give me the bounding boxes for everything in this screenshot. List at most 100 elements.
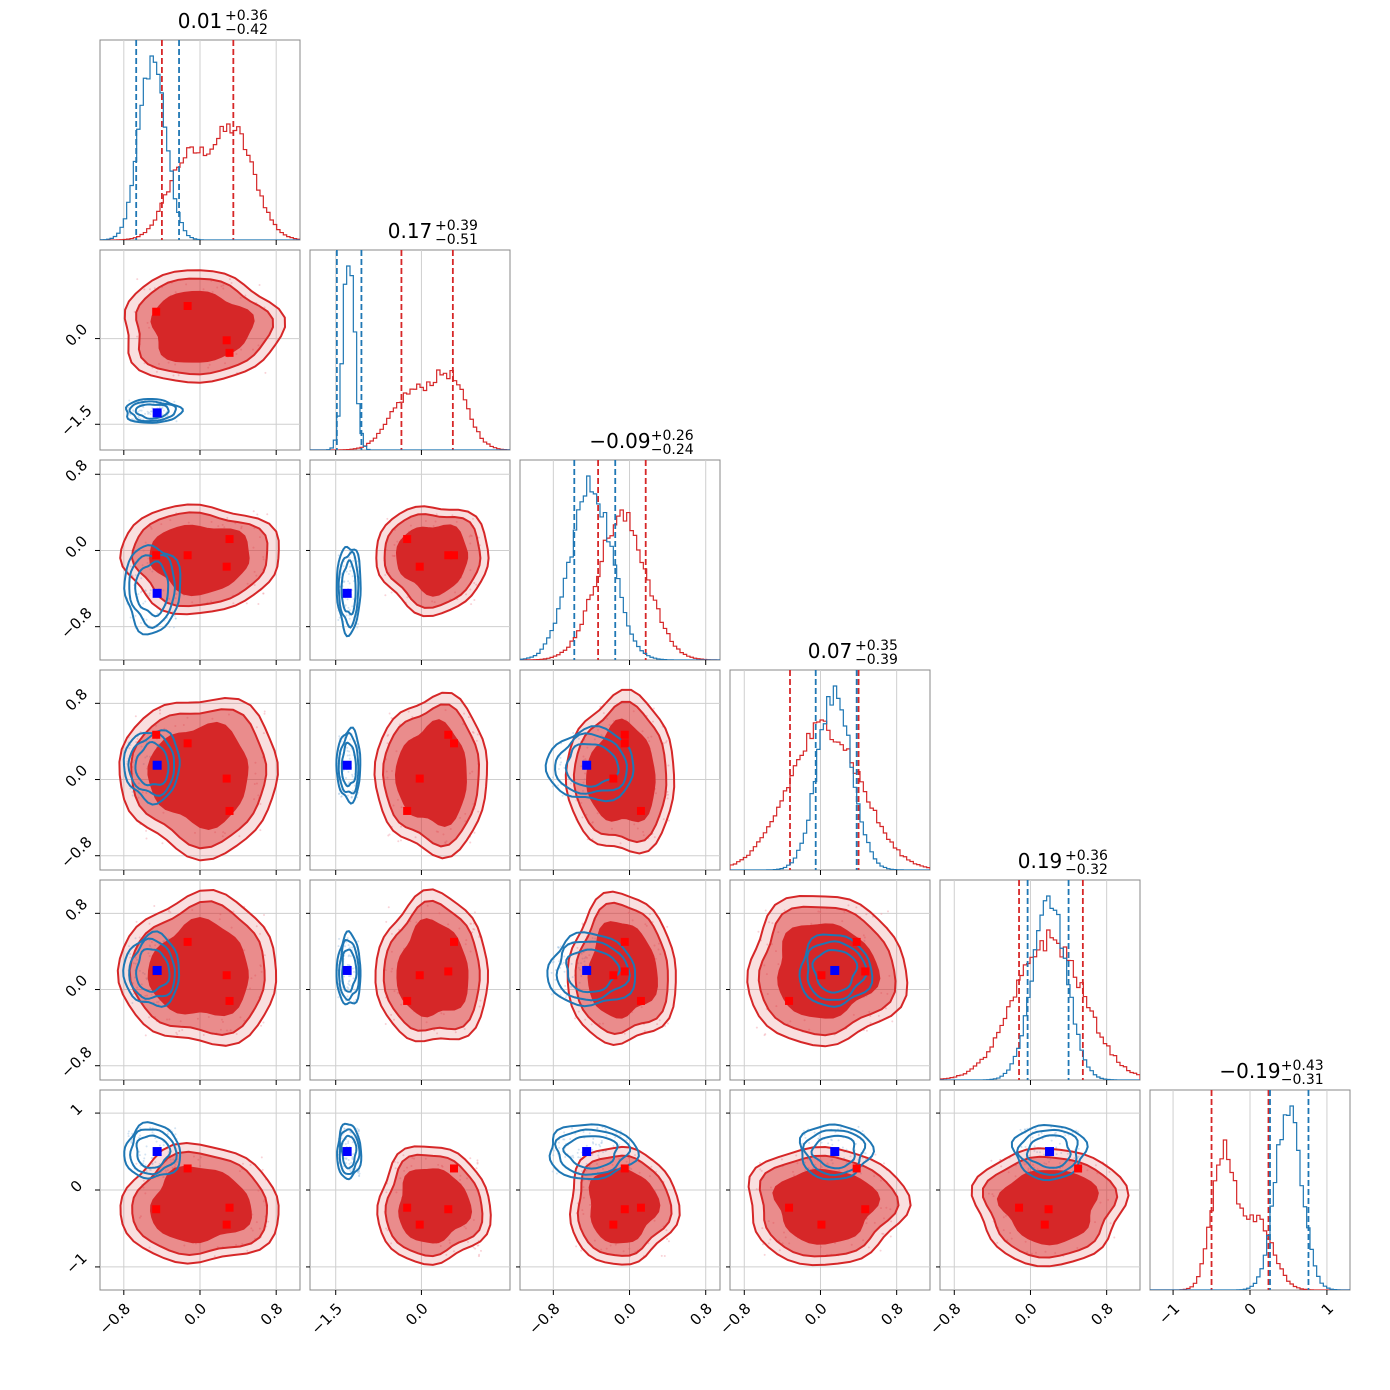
red-sample [610,827,613,830]
blue-sample [605,1134,608,1137]
blue-sample [129,413,132,416]
red-sample [384,573,387,576]
red-sample [464,1227,467,1230]
blue-sample [346,986,349,989]
y-tick-label: −1 [62,1249,90,1277]
red-sample [441,1165,444,1168]
blue-sample [142,602,145,605]
panel-content [548,1123,681,1266]
scatter-panel-3-0: −0.8 0.0 0.8 [57,669,301,875]
panel-content [310,250,510,450]
x-tick-label: −1.5 [307,1300,345,1338]
red-sample [763,964,766,967]
red-sample [228,278,231,281]
red-sample [865,913,868,916]
red-sample [467,716,470,719]
red-sample [181,1029,184,1032]
blue-sample [161,413,164,416]
red-sample [863,936,866,939]
red-marker [403,996,412,1005]
blue-contour [554,732,628,795]
red-sample [666,797,669,800]
red-contour-inner [147,721,249,830]
blue-sample [337,996,340,999]
blue-sample [138,1150,141,1153]
blue-sample [353,988,356,991]
blue-sample [149,568,152,571]
red-marker [620,967,629,976]
red-sample [221,835,224,838]
red-sample [232,602,235,605]
blue-sample [340,795,343,798]
red-sample [644,923,647,926]
blue-sample [564,984,567,987]
blue-sample [343,580,346,583]
blue-sample [811,1167,814,1170]
red-sample [264,371,267,374]
red-sample [185,283,188,286]
red-sample [262,556,265,559]
blue-sample [571,1127,574,1130]
red-sample [153,904,156,907]
blue-sample [551,961,554,964]
blue-sample [145,618,148,621]
red-sample [464,943,467,946]
red-sample [150,941,153,944]
y-tick-label: −0.8 [57,1043,95,1081]
red-sample [144,541,147,544]
red-sample [176,1033,179,1036]
red-sample [158,362,161,365]
red-sample [393,1018,396,1021]
red-sample [865,1029,868,1032]
red-sample [880,912,883,915]
red-marker [450,551,458,560]
red-sample [143,288,146,291]
red-sample [585,956,588,959]
blue-sample [351,1141,354,1144]
red-sample [199,1164,202,1167]
red-histogram [940,929,1140,1080]
red-sample [602,1022,605,1025]
blue-sample [1023,1128,1026,1131]
red-sample [755,1188,758,1191]
panel-frame [309,249,511,451]
red-sample [468,535,471,538]
red-sample [665,1229,668,1232]
red-sample [439,1244,442,1247]
blue-sample [140,577,143,580]
blue-sample [132,992,135,995]
blue-sample [600,1141,603,1144]
red-marker [852,937,861,946]
panel-content [1150,1090,1350,1290]
red-sample [1094,1221,1097,1224]
red-sample [240,527,243,530]
blue-sample [854,1142,857,1145]
red-sample [474,1247,477,1250]
scatter-panel-3-1 [306,669,511,875]
red-sample [136,737,139,740]
x-tick-label: 0.0 [402,1300,432,1330]
red-sample [241,1242,244,1245]
blue-sample [551,785,554,788]
blue-sample [859,1172,862,1175]
blue-sample [129,956,132,959]
red-marker [817,1220,826,1229]
red-sample [477,810,480,813]
y-tick-label: 0.0 [62,971,92,1001]
red-sample [657,942,660,945]
red-sample [1109,1222,1112,1225]
red-sample [223,832,226,835]
red-sample [424,520,427,523]
red-sample [771,943,774,946]
red-sample [584,1018,587,1021]
red-sample [580,1249,583,1252]
blue-sample [356,796,359,799]
red-marker [609,1220,618,1229]
red-sample [254,974,257,977]
red-sample [250,1227,253,1230]
red-sample [766,992,769,995]
blue-sample [131,1132,134,1135]
red-sample [862,1239,865,1242]
red-sample [160,523,163,526]
red-sample [879,1179,882,1182]
